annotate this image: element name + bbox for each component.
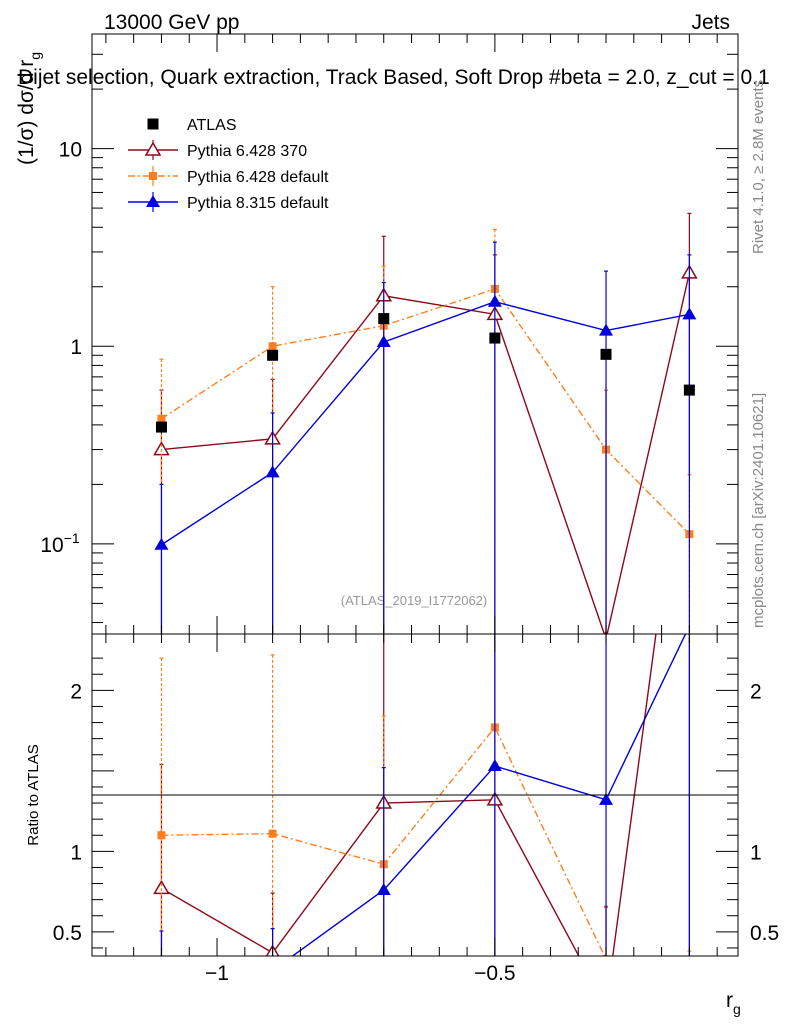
pythia-6-428-default-point: [157, 414, 166, 423]
pythia-8-315-default-point: [487, 294, 502, 307]
legend-label-pythia-6-428-default: Pythia 6.428 default: [187, 169, 329, 186]
analysis-watermark: (ATLAS_2019_I1772062): [341, 593, 487, 608]
atlas-point: [378, 313, 390, 325]
pythia-8-315-default-ratio-point: [487, 759, 502, 772]
pythia-8-315-default-point: [265, 465, 280, 478]
ratio-panel-data: [153, 634, 693, 1012]
pythia-6-428-default-ratio-point: [268, 829, 277, 838]
pythia-6-428-default-point: [268, 342, 277, 351]
y-tick-label: 10−1: [40, 530, 80, 557]
ratio-y-tick-label-right: 1: [750, 841, 762, 864]
legend: ATLAS Pythia 6.428 370 Pythia 6.428 defaul…: [128, 117, 329, 212]
ratio-y-tick-label-right: 2: [750, 680, 762, 703]
atlas-point: [489, 332, 501, 344]
ratio-y-tick-label-right: 0.5: [750, 922, 779, 945]
legend-marker-pythia-6-428-370: [144, 141, 162, 156]
pythia-8-315-default-point: [154, 537, 169, 550]
ratio-y-tick-label: 0.5: [53, 922, 82, 945]
pythia-6-428-default-ratio-point: [157, 831, 166, 840]
x-tick-label: −1: [205, 962, 229, 985]
atlas-point: [683, 384, 695, 396]
atlas-point: [155, 421, 167, 433]
pythia-8-315-default-line: [161, 300, 690, 546]
atlas-point: [267, 349, 279, 361]
rivet-label: Rivet 4.1.0, ≥ 2.8M events: [750, 80, 767, 254]
ratio-y-axis-label: Ratio to ATLAS: [25, 744, 42, 845]
y-tick-label: 1: [70, 336, 82, 359]
pythia-8-315-default-point: [682, 307, 697, 320]
ratio-y-tick-label: 2: [70, 680, 82, 703]
y-tick-label: 10: [59, 139, 82, 162]
pythia-8-315-default-ratio-point: [154, 965, 168, 977]
legend-marker-pythia-8-315-default: [146, 195, 160, 207]
pythia-6-428-370-line: [161, 272, 691, 634]
plot-title: Dijet selection, Quark extraction, Track…: [18, 66, 770, 89]
legend-label-pythia-6-428-370: Pythia 6.428 370: [187, 143, 307, 160]
mcplots-label: mcplots.cern.ch [arXiv:2401.10621]: [750, 393, 767, 628]
legend-marker-atlas: [147, 118, 159, 130]
pythia-6-428-370-ratio-line: [161, 634, 657, 956]
pythia-6-428-default-line: [161, 288, 690, 535]
legend-label-atlas: ATLAS: [187, 117, 237, 134]
ratio-y-tick-label: 1: [70, 841, 82, 864]
pythia-6-428-370-ratio-point: [599, 1000, 613, 1012]
pythia-8-315-default-ratio-point: [599, 792, 614, 805]
pythia-8-315-default-ratio-point: [376, 882, 391, 895]
pythia-8-315-default-point: [376, 335, 391, 348]
pythia-8-315-default-ratio-line: [291, 634, 687, 956]
pythia-6-428-default-ratio-line: [161, 726, 606, 956]
pythia-8-315-default-ratio-point: [266, 963, 280, 975]
header-left: 13000 GeV pp: [104, 11, 239, 34]
main-panel-data: [153, 212, 698, 634]
pythia-8-315-default-point: [599, 323, 614, 336]
header-right: Jets: [691, 11, 730, 34]
legend-marker-pythia-6-428-default: [149, 172, 157, 180]
x-axis-label: rg: [726, 989, 741, 1017]
x-tick-label: −0.5: [474, 962, 515, 985]
legend-label-pythia-8-315-default: Pythia 8.315 default: [187, 195, 329, 212]
pythia-6-428-default-ratio-point: [685, 978, 693, 986]
atlas-point: [600, 348, 612, 360]
